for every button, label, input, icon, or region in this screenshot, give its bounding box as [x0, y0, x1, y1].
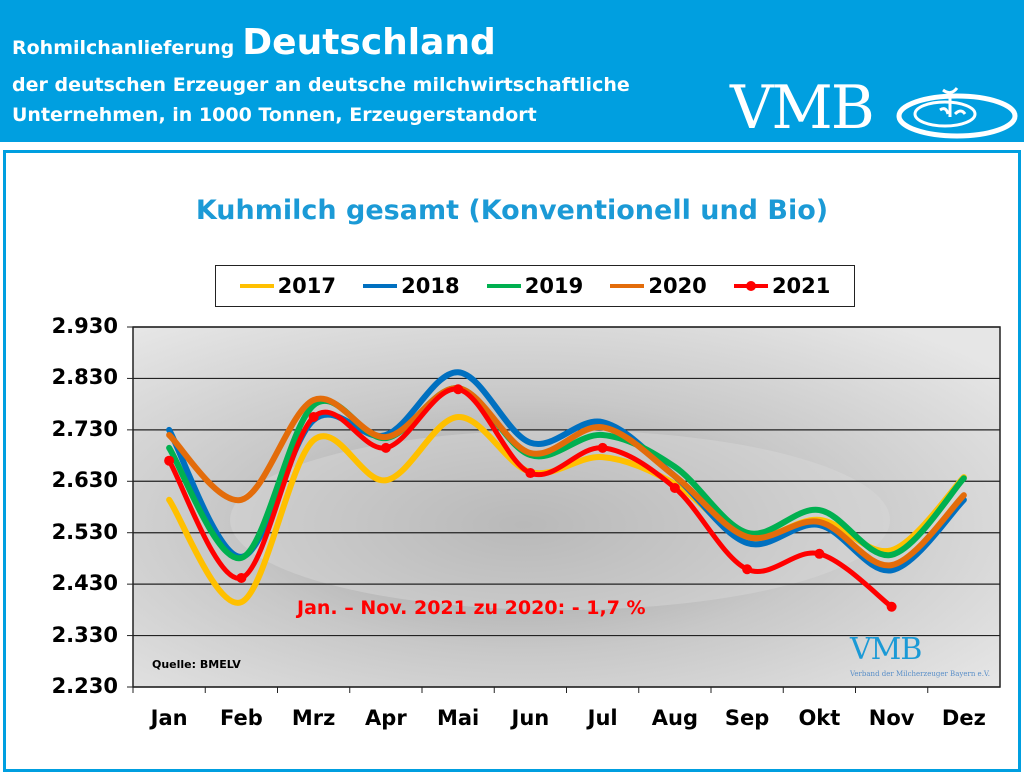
data-point-2021 — [236, 572, 247, 583]
vmb-watermark: VMB — [850, 632, 922, 667]
header-subtitle: der deutschen Erzeuger an deutsche milch… — [12, 70, 630, 130]
header-title: Rohmilchanlieferung Deutschland — [12, 22, 496, 63]
x-tick-label: Sep — [724, 706, 770, 730]
vmb-watermark-subtitle: Verband der Milcherzeuger Bayern e.V. — [850, 670, 990, 678]
header-title-big: Deutschland — [242, 22, 496, 63]
chart-title: Kuhmilch gesamt (Konventionell und Bio) — [195, 195, 829, 226]
header-banner: Rohmilchanlieferung Deutschland der deuts… — [0, 0, 1024, 142]
series-line-2021 — [166, 386, 895, 610]
y-tick-label: 2.730 — [51, 416, 118, 441]
series-line-2020 — [166, 385, 967, 569]
legend-swatch — [363, 284, 398, 288]
x-tick-label: Nov — [868, 706, 915, 730]
header-subtitle-line2: Unternehmen, in 1000 Tonnen, Erzeugersta… — [12, 104, 537, 126]
legend-label: 2018 — [401, 274, 460, 298]
x-tick-label: Dez — [941, 706, 986, 730]
legend-item-2018: 2018 — [363, 274, 460, 298]
header-subtitle-line1: der deutschen Erzeuger an deutsche milch… — [12, 74, 630, 96]
legend-label: 2017 — [277, 274, 337, 298]
vmb-logo-mark-icon — [896, 87, 1018, 139]
legend-swatch — [733, 281, 768, 291]
legend-label: 2019 — [524, 274, 584, 298]
x-tick-label: Mai — [436, 706, 480, 730]
x-tick-label: Feb — [219, 706, 263, 730]
header-title-small: Rohmilchanlieferung — [12, 37, 235, 59]
x-tick-label: Jul — [587, 706, 618, 730]
chart-legend: 2017 2018 2019 2020 2021 — [215, 265, 855, 307]
x-tick-label: Aug — [651, 706, 698, 730]
data-point-2021 — [886, 601, 897, 612]
data-point-2021 — [597, 442, 608, 453]
y-tick-label: 2.530 — [51, 519, 118, 544]
x-tick-label: Jan — [150, 706, 188, 730]
data-point-2021 — [525, 468, 536, 479]
legend-item-2021: 2021 — [733, 274, 831, 298]
y-tick-label: 2.430 — [51, 571, 118, 596]
chart-annotation: Jan. – Nov. 2021 zu 2020: - 1,7 % — [297, 597, 646, 619]
data-point-2021 — [814, 548, 825, 559]
x-tick-label: Jun — [511, 706, 550, 730]
data-point-2021 — [742, 564, 753, 575]
legend-item-2017: 2017 — [239, 274, 337, 298]
data-point-2021 — [669, 482, 680, 493]
legend-item-2019: 2019 — [486, 274, 584, 298]
x-tick-label: Mrz — [291, 706, 336, 730]
legend-item-2020: 2020 — [610, 274, 707, 298]
x-tick-label: Apr — [365, 706, 407, 730]
legend-swatch — [610, 284, 645, 288]
y-tick-label: 2.830 — [51, 365, 118, 390]
y-tick-label: 2.330 — [51, 622, 118, 647]
vmb-logo: VMB — [730, 73, 875, 143]
data-point-2021 — [308, 412, 319, 422]
y-tick-label: 2.630 — [51, 468, 118, 493]
y-tick-label: 2.930 — [51, 314, 118, 338]
source-note: Quelle: BMELV — [152, 658, 241, 671]
data-point-2021 — [453, 384, 464, 395]
data-point-2021 — [380, 442, 391, 453]
x-tick-label: Okt — [798, 706, 841, 730]
legend-label: 2020 — [648, 274, 707, 298]
data-point-2021 — [164, 455, 175, 466]
legend-swatch — [239, 284, 274, 288]
legend-marker — [745, 281, 756, 291]
plot-frame — [132, 326, 1001, 688]
legend-label: 2021 — [771, 274, 831, 298]
y-tick-label: 2.230 — [51, 674, 118, 698]
legend-swatch — [486, 284, 521, 288]
